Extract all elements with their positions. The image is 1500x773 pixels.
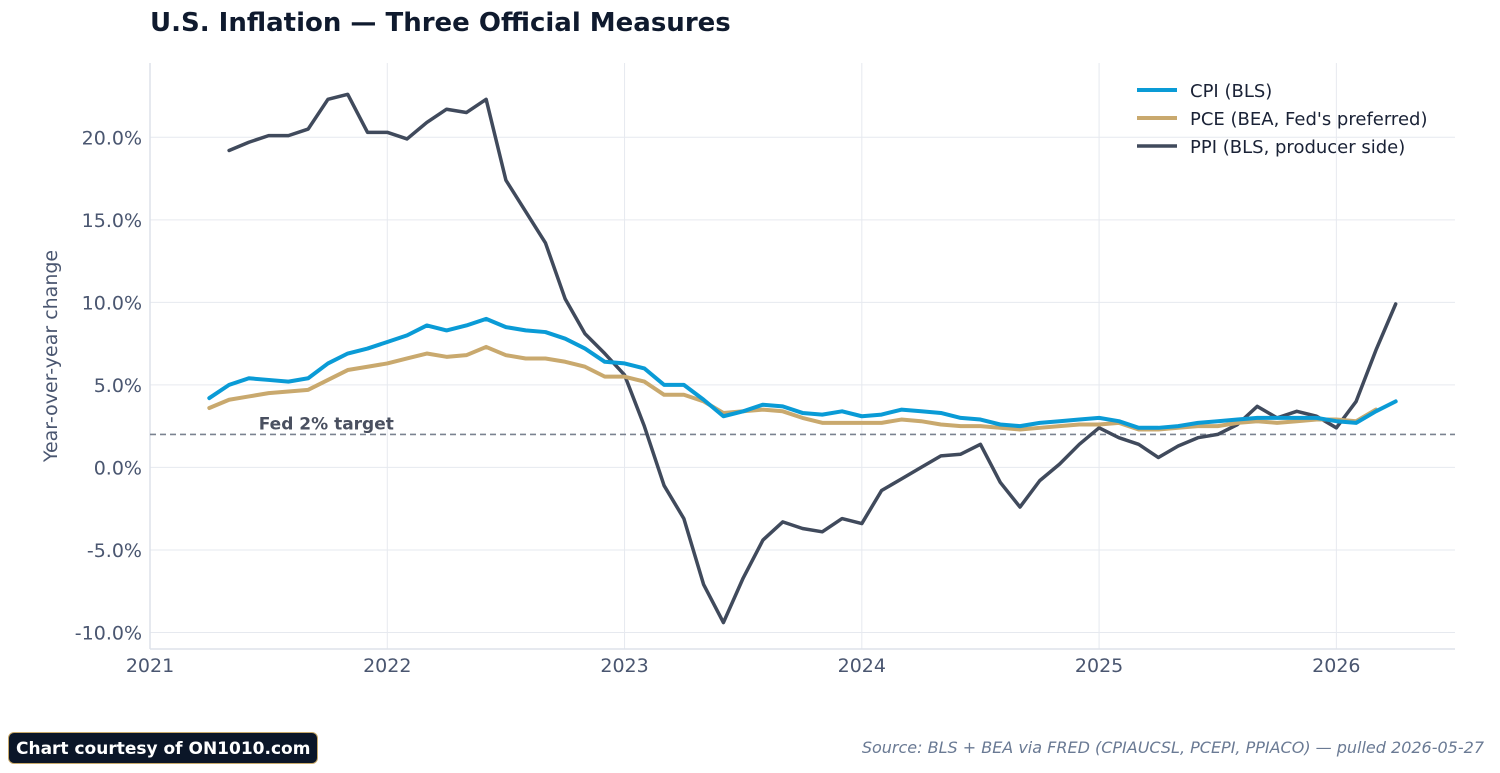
y-tick-label: 5.0%: [94, 375, 142, 397]
y-tick-label: 15.0%: [82, 210, 142, 232]
legend-label-pce: PCE (BEA, Fed's preferred): [1190, 109, 1427, 130]
y-tick-label: -10.0%: [75, 622, 142, 644]
source-note: Source: BLS + BEA via FRED (CPIAUCSL, PC…: [861, 738, 1484, 757]
chart-title: U.S. Inflation — Three Official Measures: [150, 8, 731, 38]
y-tick-label: 0.0%: [94, 457, 142, 479]
x-tick-label: 2025: [1075, 655, 1123, 677]
x-tick-label: 2024: [838, 655, 886, 677]
series-line-ppi: [227, 92, 1398, 625]
y-tick-label: 20.0%: [82, 127, 142, 149]
legend-label-cpi: CPI (BLS): [1190, 81, 1272, 102]
credit-badge: Chart courtesy of ON1010.com: [8, 732, 319, 764]
x-tick-label: 2021: [126, 655, 174, 677]
legend-label-ppi: PPI (BLS, producer side): [1190, 137, 1405, 158]
y-tick-label: -5.0%: [87, 540, 142, 562]
axes: -10.0% -5.0% 0.0% 5.0% 10.0% 15.0% 20.0% 2021 20…: [40, 63, 1455, 677]
series-lines: [207, 92, 1398, 625]
x-tick-label: 2023: [600, 655, 648, 677]
fed-target-label: Fed 2% target: [259, 414, 394, 434]
x-tick-label: 2026: [1312, 655, 1360, 677]
series-line-cpi: [207, 316, 1398, 430]
y-tick-label: 10.0%: [82, 292, 142, 314]
y-axis-label: Year-over-year change: [40, 250, 62, 463]
x-tick-label: 2022: [363, 655, 411, 677]
fed-target-reference: Fed 2% target: [150, 414, 1455, 436]
legend: CPI (BLS) PCE (BEA, Fed's preferred) PPI (…: [1137, 81, 1427, 158]
